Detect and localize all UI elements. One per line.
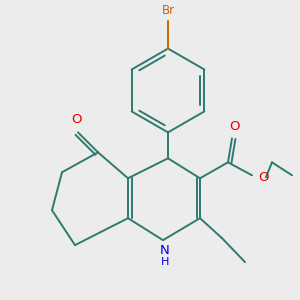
Text: O: O <box>258 171 268 184</box>
Text: H: H <box>161 257 169 267</box>
Text: N: N <box>160 244 170 257</box>
Text: Br: Br <box>161 4 175 16</box>
Text: O: O <box>71 113 81 126</box>
Text: O: O <box>229 120 239 134</box>
